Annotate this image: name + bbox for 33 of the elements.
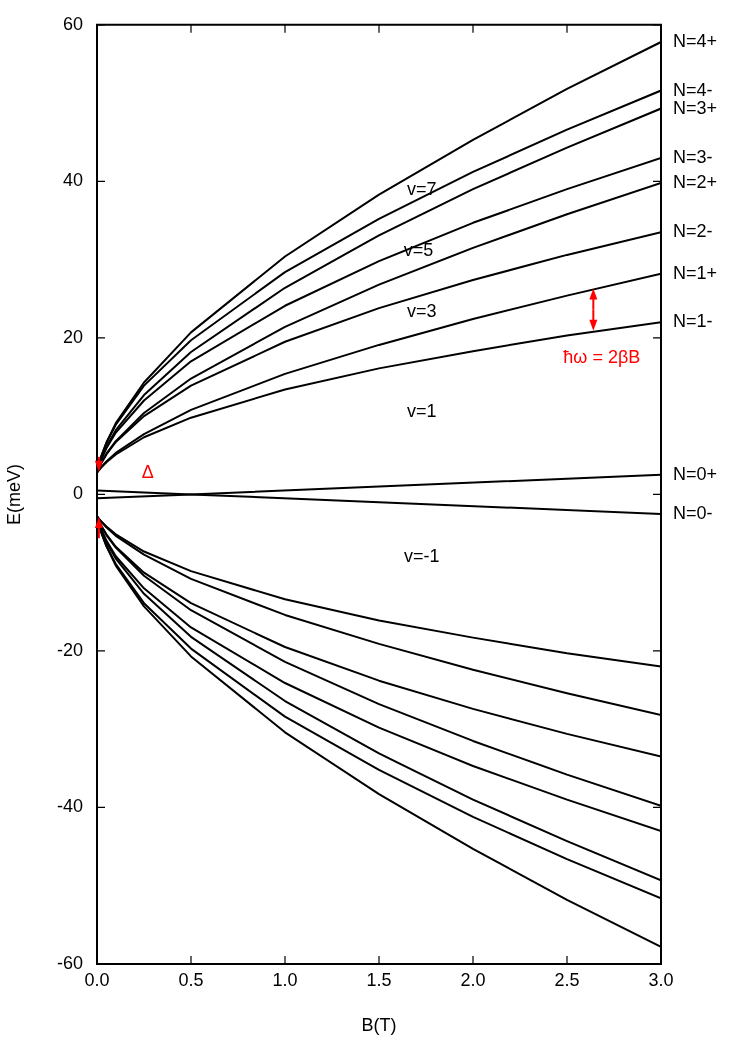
annotation: v=5	[403, 240, 434, 261]
y-tick-label: 0	[72, 483, 83, 504]
y-tick-label: 40	[62, 170, 83, 191]
x-tick-label: 1.0	[272, 969, 298, 990]
series-label: N=2-	[673, 221, 713, 242]
y-tick-label: 20	[62, 326, 83, 347]
series-label: N=1-	[673, 311, 713, 332]
x-tick-label: 0.5	[178, 969, 204, 990]
series-label: N=1+	[673, 262, 718, 283]
y-tick-label: -60	[56, 952, 83, 973]
y-tick-label: 60	[62, 13, 83, 34]
x-tick-label: 2.0	[460, 969, 486, 990]
y-tick-label: -20	[56, 639, 83, 660]
x-axis-title: B(T)	[361, 1015, 397, 1036]
y-tick-label: -40	[56, 796, 83, 817]
x-tick-label: 1.5	[366, 969, 392, 990]
series-label: N=0+	[673, 463, 718, 484]
series-label: N=0-	[673, 502, 713, 523]
series-label: N=3+	[673, 97, 718, 118]
legend-label: N=4+	[673, 30, 718, 51]
annotation: v=-1	[404, 546, 440, 567]
annotation: Δ	[141, 461, 154, 482]
series-label: N=3-	[673, 146, 713, 167]
annotation: v=3	[407, 301, 437, 322]
y-axis-title: E(meV)	[3, 463, 24, 525]
x-tick-label: 2.5	[554, 969, 580, 990]
x-tick-label: 0.0	[84, 969, 110, 990]
annotation: v=7	[407, 179, 437, 200]
series-label: N=4-	[673, 79, 713, 100]
x-tick-label: 3.0	[648, 969, 674, 990]
annotation: ħω = 2βB	[563, 347, 641, 368]
legend-label: N=2+	[673, 171, 718, 192]
annotation: v=1	[407, 400, 437, 421]
